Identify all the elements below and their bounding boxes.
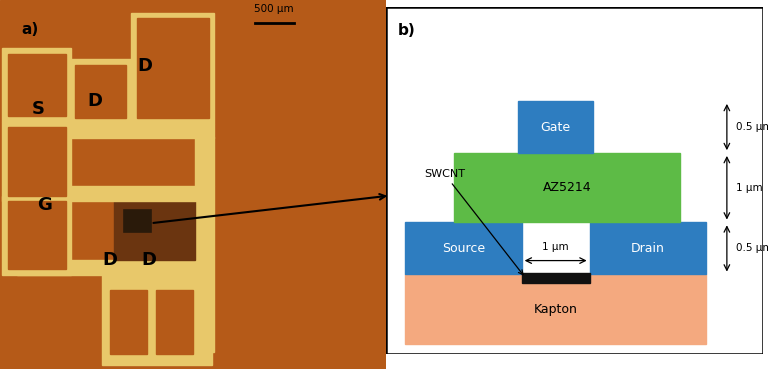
Text: S: S [32, 100, 45, 118]
Text: a): a) [22, 22, 38, 37]
Bar [157, 290, 193, 354]
Text: 1 μm: 1 μm [737, 183, 763, 193]
Bar [2, 196, 71, 275]
Text: Kapton: Kapton [534, 303, 578, 315]
Bar [8, 127, 66, 196]
Bar [18, 186, 213, 201]
Bar [114, 197, 195, 260]
Bar [18, 260, 213, 275]
Text: SWCNT: SWCNT [424, 169, 523, 275]
Text: Gate: Gate [541, 121, 571, 134]
Text: 500 μm: 500 μm [254, 4, 294, 14]
Bar [406, 223, 521, 275]
Bar [110, 290, 147, 354]
Bar [518, 101, 593, 153]
Bar [521, 273, 590, 283]
Text: 1 μm: 1 μm [542, 242, 569, 252]
Bar [2, 48, 71, 122]
Bar [137, 18, 209, 118]
Text: D: D [137, 58, 152, 75]
Bar [8, 201, 66, 269]
Text: D: D [103, 251, 118, 269]
Bar [195, 186, 214, 352]
Text: AZ5214: AZ5214 [543, 181, 591, 194]
Bar [590, 223, 706, 275]
Bar [8, 54, 66, 116]
Text: Source: Source [442, 242, 485, 255]
Bar [75, 65, 125, 118]
Text: 0.5 μm: 0.5 μm [737, 244, 768, 254]
Bar [70, 124, 214, 138]
Bar [406, 275, 707, 344]
Text: Drain: Drain [631, 242, 665, 255]
Bar [195, 137, 214, 186]
Bar [124, 210, 151, 232]
Bar [454, 153, 680, 223]
Text: D: D [87, 93, 102, 110]
Text: 0.5 μm: 0.5 μm [737, 122, 768, 132]
Text: b): b) [398, 23, 415, 38]
Bar [131, 13, 214, 124]
Bar [102, 271, 213, 365]
Text: G: G [37, 196, 52, 214]
Bar [2, 122, 71, 201]
Text: D: D [141, 251, 156, 269]
Bar [70, 59, 131, 124]
